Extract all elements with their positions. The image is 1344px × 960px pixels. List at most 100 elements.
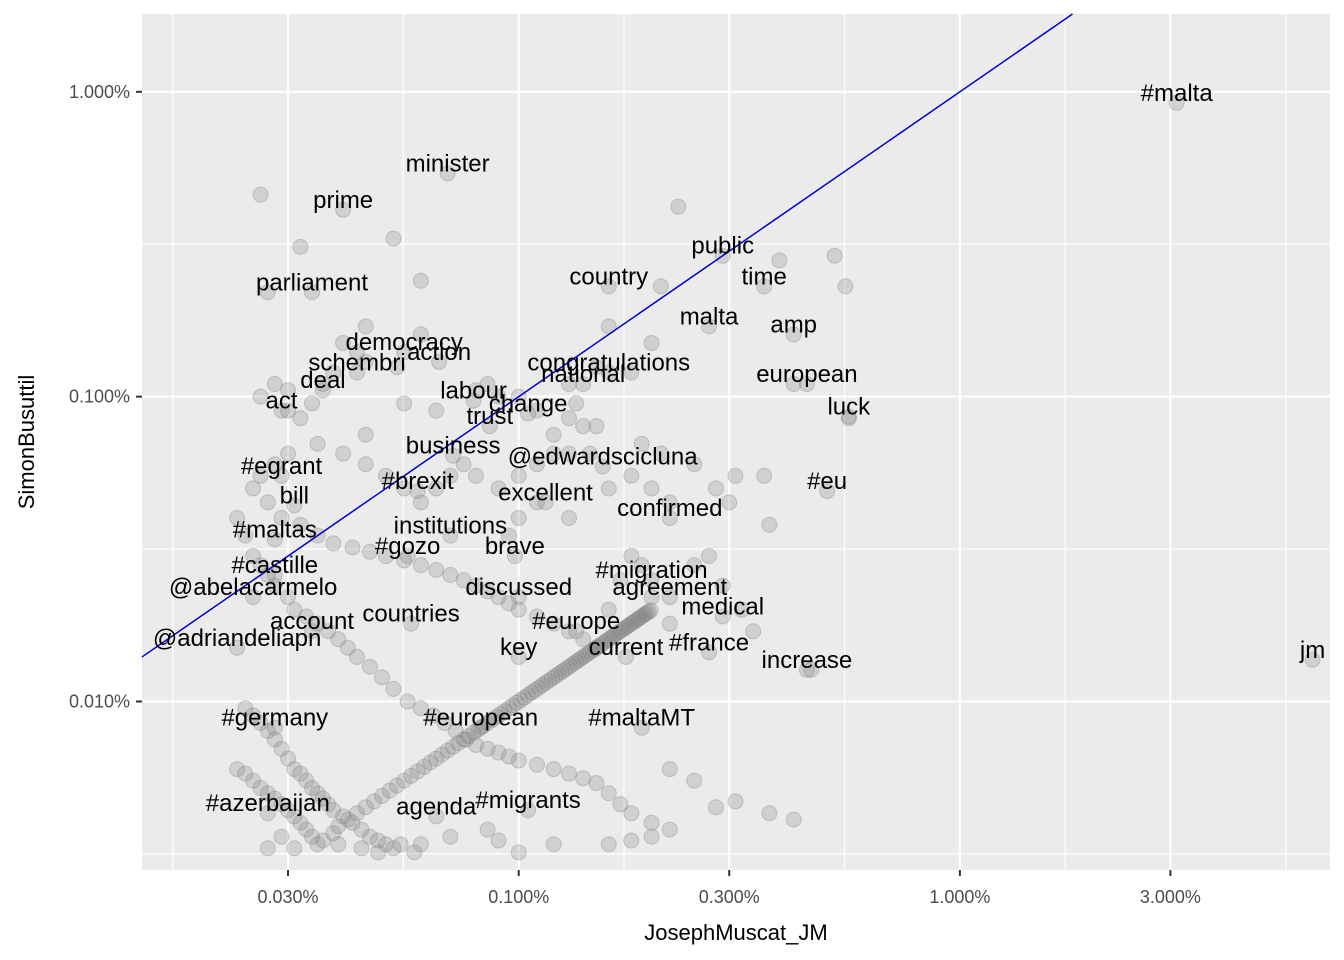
data-point bbox=[837, 278, 854, 295]
data-point bbox=[568, 395, 585, 412]
point-label: congratulations bbox=[527, 350, 690, 377]
data-point bbox=[406, 844, 423, 861]
data-point bbox=[500, 700, 517, 717]
data-point bbox=[330, 631, 347, 648]
data-point bbox=[381, 782, 398, 799]
data-point bbox=[550, 666, 567, 683]
data-point bbox=[292, 410, 309, 427]
x-tick-label: 1.000% bbox=[929, 887, 990, 907]
data-point bbox=[481, 418, 498, 435]
data-point bbox=[339, 639, 356, 656]
data-point bbox=[280, 802, 297, 819]
data-point bbox=[286, 840, 303, 857]
data-point bbox=[304, 284, 321, 301]
data-point bbox=[632, 609, 649, 626]
data-point bbox=[745, 623, 762, 640]
data-point bbox=[314, 790, 331, 807]
data-point bbox=[470, 721, 487, 738]
data-point bbox=[304, 828, 321, 845]
data-point bbox=[588, 418, 605, 435]
data-point bbox=[544, 670, 561, 687]
data-point bbox=[273, 740, 290, 757]
data-point bbox=[259, 840, 276, 857]
data-point bbox=[643, 828, 660, 845]
data-point bbox=[280, 750, 297, 767]
x-tick-label: 0.100% bbox=[488, 887, 549, 907]
data-point bbox=[273, 828, 290, 845]
data-point bbox=[479, 821, 496, 838]
point-label: parliament bbox=[256, 269, 368, 296]
point-label: schembri bbox=[308, 350, 405, 377]
data-point bbox=[500, 527, 517, 544]
data-point bbox=[357, 456, 374, 473]
data-point bbox=[259, 805, 276, 822]
data-point bbox=[325, 825, 342, 842]
data-point bbox=[733, 601, 750, 618]
data-point bbox=[325, 802, 342, 819]
data-point bbox=[447, 723, 464, 740]
data-point bbox=[633, 435, 650, 452]
point-label: #maltas bbox=[233, 516, 317, 543]
data-point bbox=[622, 616, 639, 633]
data-point bbox=[611, 624, 628, 641]
data-point bbox=[292, 765, 309, 782]
data-point bbox=[286, 761, 303, 778]
data-point bbox=[496, 703, 513, 720]
data-point bbox=[252, 467, 269, 484]
data-point bbox=[266, 790, 283, 807]
data-point bbox=[455, 572, 472, 589]
data-point bbox=[560, 623, 577, 640]
data-point bbox=[292, 516, 309, 533]
data-point bbox=[615, 620, 632, 637]
data-point bbox=[785, 326, 802, 343]
data-point bbox=[442, 566, 459, 583]
data-point bbox=[584, 642, 601, 659]
data-point bbox=[642, 602, 659, 619]
point-label: action bbox=[407, 339, 471, 366]
data-point bbox=[661, 821, 678, 838]
data-point bbox=[490, 832, 507, 849]
data-point bbox=[286, 601, 303, 618]
point-label: key bbox=[500, 634, 537, 661]
data-point bbox=[266, 719, 283, 736]
data-point bbox=[492, 705, 509, 722]
data-point bbox=[357, 799, 374, 816]
data-point bbox=[335, 334, 352, 351]
data-point bbox=[504, 697, 521, 714]
data-point bbox=[280, 445, 297, 462]
point-label: #azerbaijan bbox=[206, 790, 330, 817]
y-axis-ticks: 0.010% 0.100% 1.000% bbox=[69, 82, 142, 711]
point-label: account bbox=[270, 608, 354, 635]
data-point bbox=[594, 635, 611, 652]
data-point bbox=[389, 359, 406, 376]
data-point bbox=[374, 669, 391, 686]
data-point bbox=[309, 836, 326, 853]
data-point bbox=[475, 718, 492, 735]
point-label: #brexit bbox=[382, 468, 454, 495]
point-label: institutions bbox=[394, 513, 507, 540]
data-point bbox=[361, 828, 378, 845]
data-point bbox=[472, 719, 489, 736]
points-layer bbox=[229, 94, 1321, 861]
data-point bbox=[568, 623, 585, 640]
point-label: minister bbox=[406, 150, 490, 177]
data-point bbox=[576, 647, 593, 664]
data-point bbox=[335, 445, 352, 462]
point-label: democracy bbox=[345, 329, 462, 356]
minor-gridlines bbox=[142, 14, 1330, 870]
point-label: excellent bbox=[498, 479, 593, 506]
data-point bbox=[840, 408, 857, 425]
data-point bbox=[589, 638, 606, 655]
data-point bbox=[661, 509, 678, 526]
data-point bbox=[442, 527, 459, 544]
data-point bbox=[431, 353, 448, 370]
data-point bbox=[467, 467, 484, 484]
data-point bbox=[245, 772, 262, 789]
data-point bbox=[528, 608, 545, 625]
data-point bbox=[624, 614, 641, 631]
data-point bbox=[528, 494, 545, 511]
data-point bbox=[840, 410, 857, 427]
data-point bbox=[661, 615, 678, 632]
data-point bbox=[600, 364, 617, 381]
